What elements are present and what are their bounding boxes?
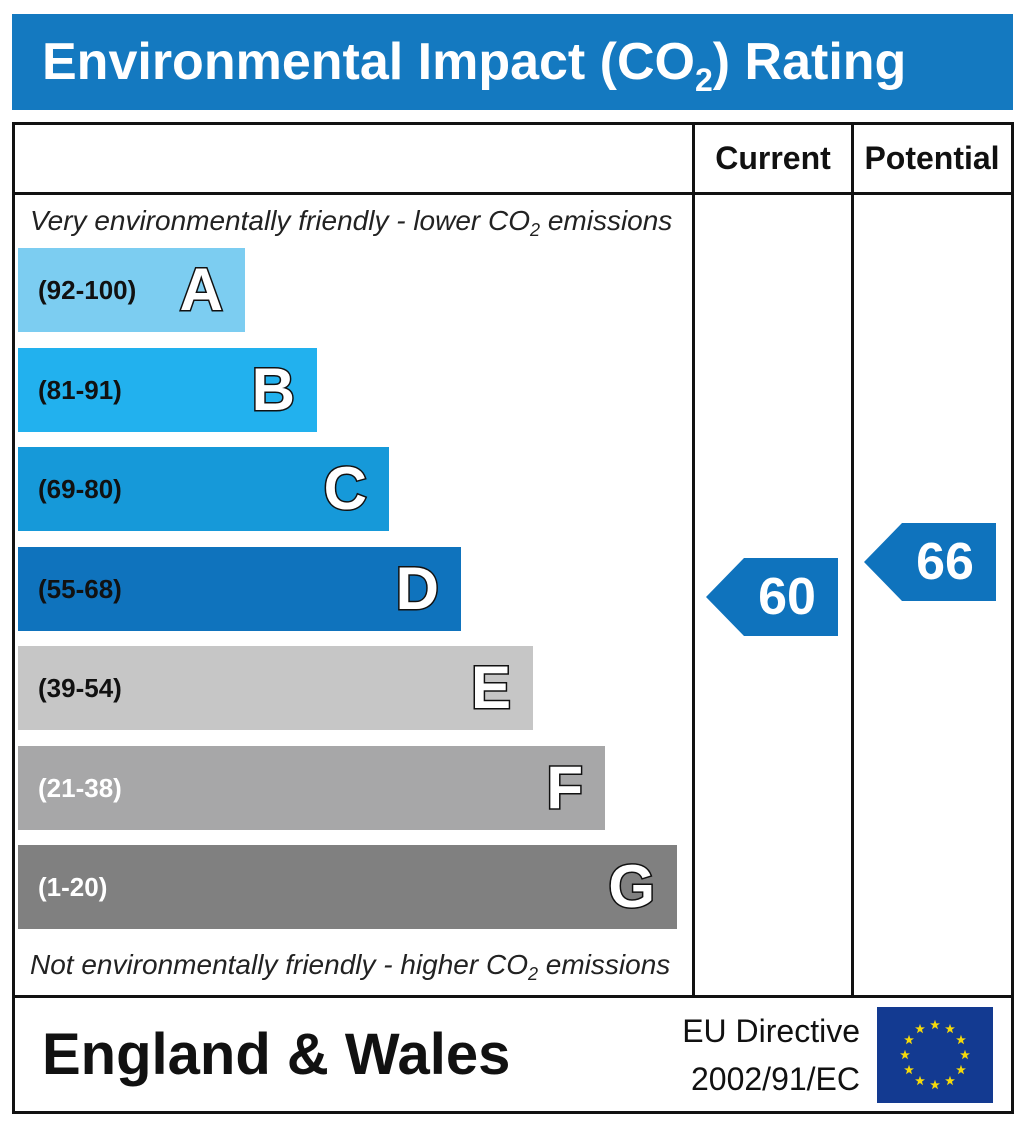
eu-flag-star [945, 1023, 955, 1034]
band-f-range: (21-38) [38, 772, 122, 803]
band-g-letter: G [607, 852, 657, 922]
band-e-letter: E [469, 653, 512, 723]
band-f-letter: F [545, 752, 585, 822]
footer-divider [12, 995, 1014, 998]
band-f: (21-38) F [18, 745, 605, 830]
potential-rating-pointer: 66 [864, 523, 996, 602]
eu-flag-star [930, 1019, 940, 1030]
current-pointer-arrow [706, 558, 838, 637]
eu-flag-star [930, 1079, 940, 1090]
bottom-note: Not environmentally friendly - higher CO… [30, 949, 671, 984]
title-bar: Environmental Impact (CO2) Rating [12, 14, 1013, 110]
directive-line-1: EU Directive [682, 1013, 860, 1049]
current-pointer-shape [706, 558, 838, 637]
band-c-range: (69-80) [38, 474, 122, 504]
band-b: (81-91) B [18, 347, 317, 432]
band-d-letter: D [394, 553, 440, 623]
current-column-header: Current [715, 140, 831, 176]
eu-flag-star [915, 1023, 925, 1034]
eu-flag-star [960, 1049, 970, 1060]
current-rating-value: 60 [758, 568, 816, 627]
eu-flag-star [945, 1075, 955, 1086]
eu-flag-star [900, 1049, 910, 1060]
band-a-letter: A [178, 255, 224, 325]
band-d: (55-68) D [18, 546, 461, 631]
potential-pointer-shape [864, 523, 996, 602]
band-a: (92-100) A [18, 248, 245, 332]
band-c-letter: C [322, 454, 368, 524]
header-divider [12, 192, 1014, 195]
eu-flag-star [956, 1064, 966, 1075]
potential-column-header: Potential [864, 140, 1000, 176]
current-column-divider [692, 122, 695, 998]
band-e: (39-54) E [18, 646, 533, 730]
eu-flag-star [904, 1034, 914, 1045]
band-g: (1-20) G [18, 845, 677, 929]
eu-flag-star [956, 1034, 966, 1045]
rating-frame [12, 122, 1014, 1114]
band-g-range: (1-20) [38, 872, 108, 902]
band-e-range: (39-54) [38, 673, 122, 703]
band-a-range: (92-100) [38, 275, 137, 305]
band-b-range: (81-91) [38, 374, 122, 405]
band-b-letter: B [250, 354, 296, 424]
potential-pointer-arrow [864, 523, 996, 602]
eu-flag-star [915, 1075, 925, 1086]
current-rating-pointer: 60 [706, 558, 838, 637]
band-c: (69-80) C [18, 447, 389, 531]
eu-flag-icon [877, 1007, 993, 1103]
chart-title: Environmental Impact (CO2) Rating [42, 33, 907, 98]
band-d-range: (55-68) [38, 573, 122, 604]
region-label: England & Wales [42, 1022, 511, 1087]
eu-flag-star [904, 1064, 914, 1075]
potential-rating-value: 66 [916, 533, 974, 592]
directive-line-2: 2002/91/EC [690, 1061, 860, 1097]
top-note: Very environmentally friendly - lower CO… [30, 205, 673, 240]
potential-column-divider [851, 122, 854, 998]
